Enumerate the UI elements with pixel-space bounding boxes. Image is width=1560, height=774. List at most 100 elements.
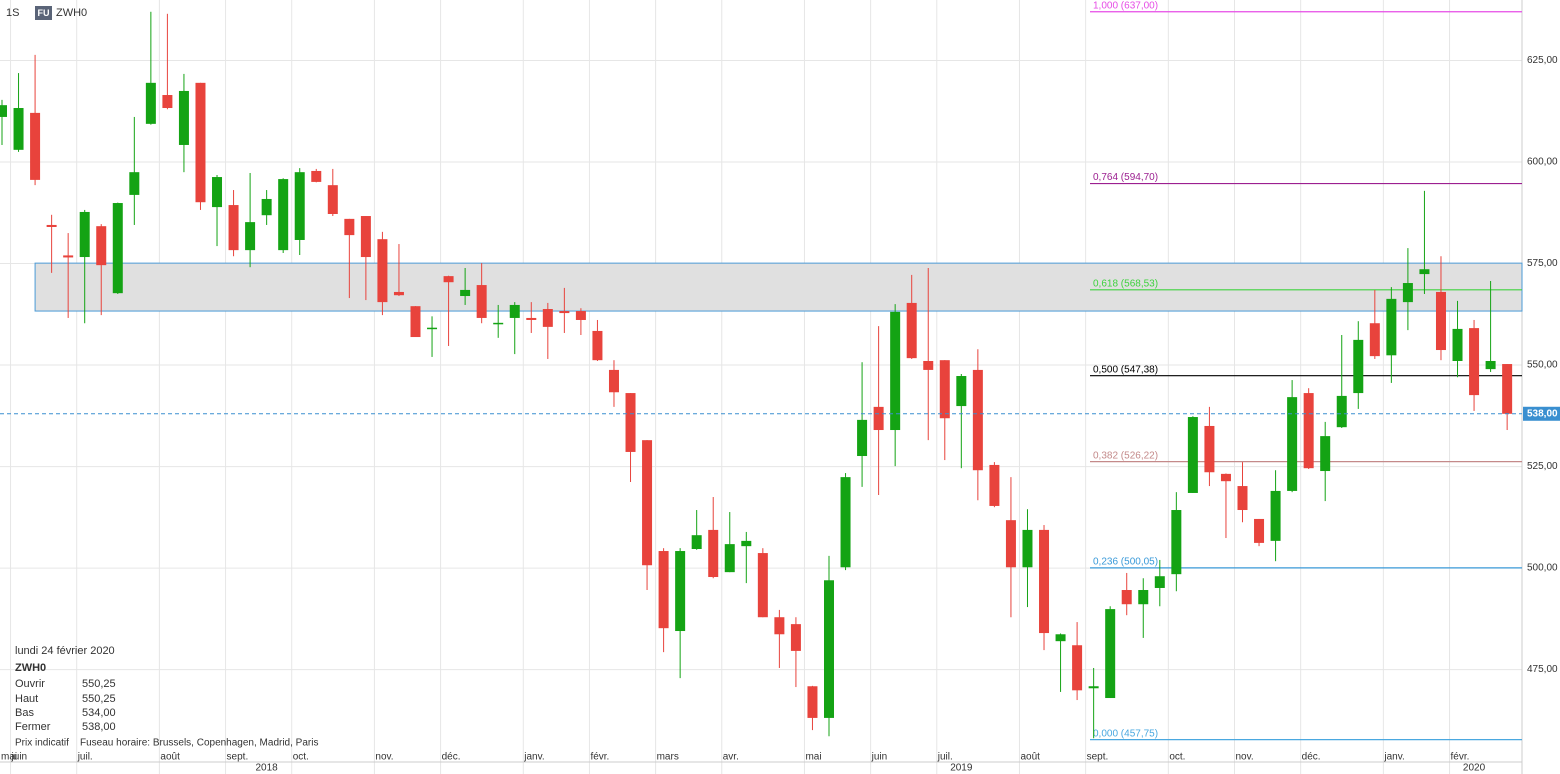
candle-body <box>1105 609 1116 699</box>
candle-body <box>112 203 123 294</box>
x-tick-label: déc. <box>442 752 461 763</box>
candle-body <box>592 330 603 361</box>
candle-body <box>493 322 504 325</box>
fib-label: 0,000 (457,75) <box>1093 728 1158 739</box>
x-tick-label: nov. <box>1236 752 1254 763</box>
candle-body <box>989 464 1000 506</box>
y-tick-label: 550,00 <box>1527 360 1558 371</box>
candle-body <box>708 529 719 578</box>
candle-body <box>1039 529 1050 634</box>
candle-body <box>427 327 438 330</box>
period: 1S <box>6 7 19 19</box>
candle-body <box>1204 425 1215 473</box>
fib-label: 1,000 (637,00) <box>1093 0 1158 11</box>
x-tick-label: avr. <box>723 752 739 763</box>
info-label: Bas <box>15 707 34 719</box>
fib-label: 0,764 (594,70) <box>1093 172 1158 183</box>
candle-body <box>1353 339 1364 394</box>
candle-body <box>311 170 322 182</box>
candle-body <box>625 393 636 452</box>
candle-body <box>1237 486 1248 511</box>
x-tick-label: mai <box>1 752 17 763</box>
candle-body <box>873 406 884 431</box>
candle-body <box>261 198 272 216</box>
candle-body <box>890 311 901 431</box>
candle-body <box>1220 473 1231 482</box>
candle-body <box>1022 529 1033 568</box>
candle-body <box>1303 393 1314 469</box>
info-value: 550,25 <box>82 678 116 690</box>
candle-body <box>824 580 834 718</box>
candle-body <box>129 172 140 195</box>
candle-body <box>1287 397 1298 491</box>
candle-body <box>1369 323 1380 357</box>
x-tick-label: déc. <box>1302 752 1321 763</box>
candle-body <box>857 419 868 457</box>
candle-body <box>443 276 454 283</box>
candle-body <box>1485 360 1496 370</box>
candle-body <box>1502 364 1513 414</box>
badge-bg <box>35 6 52 20</box>
candle-body <box>972 369 983 471</box>
candle-body <box>757 553 768 618</box>
candle-body <box>212 177 223 208</box>
candle-body <box>96 226 107 266</box>
candle-body <box>542 309 553 327</box>
candle-body <box>1254 518 1265 543</box>
candle-body <box>294 172 305 240</box>
candle-body <box>790 624 801 651</box>
candle-body <box>575 311 586 320</box>
candle-body <box>13 108 24 150</box>
candle-body <box>1386 298 1397 356</box>
candle-body <box>1320 436 1331 472</box>
candle-body <box>476 285 487 318</box>
candle-body <box>559 311 570 314</box>
candle-body <box>46 224 57 227</box>
candle-body <box>162 95 173 109</box>
candle-body <box>0 105 7 117</box>
candle-body <box>410 306 421 338</box>
info-label: Fermer <box>15 721 51 733</box>
plot-area: 1,000 (637,00) 0,764 (594,70) 0,618 (568,5… <box>0 0 1523 774</box>
y-tick-label: 525,00 <box>1527 461 1558 472</box>
info-label: Ouvrir <box>15 678 45 690</box>
candle-body <box>658 551 669 629</box>
candle-body <box>608 369 619 393</box>
candle-body <box>906 302 917 359</box>
candle-body <box>526 317 537 320</box>
badge: FU <box>38 8 50 18</box>
last-price-box <box>1523 406 1560 421</box>
info-value: 550,25 <box>82 693 116 705</box>
x-tick-label: juil. <box>77 752 93 763</box>
year-label: 2020 <box>1463 763 1486 774</box>
info-box: lundi 24 février 2020 ZWH0 Ouvrir 550,25… <box>15 645 318 749</box>
candle-body <box>1187 417 1198 493</box>
x-tick-label: janv. <box>523 752 544 763</box>
x-tick-label: mars <box>657 752 679 763</box>
x-tick-label: mai <box>805 752 821 763</box>
y-tick-label: 625,00 <box>1527 55 1558 66</box>
candle-body <box>1419 269 1430 275</box>
info-value: 534,00 <box>82 707 116 719</box>
x-tick-label: févr. <box>590 752 609 763</box>
info-label: Haut <box>15 693 38 705</box>
x-tick-label: août <box>1020 752 1040 763</box>
candle-body <box>1435 291 1446 351</box>
x-tick-label: nov. <box>375 752 393 763</box>
candle-body <box>30 112 41 180</box>
fib-label: 0,236 (500,05) <box>1093 557 1158 568</box>
candle-body <box>460 289 471 297</box>
candle-body <box>1402 283 1413 303</box>
candle-body <box>63 255 74 258</box>
candle-body <box>278 179 289 251</box>
last-price-label: 538,00 <box>1527 408 1558 419</box>
candle-body <box>360 216 371 258</box>
candle-body <box>145 82 156 124</box>
x-tick-label: juin <box>11 752 28 763</box>
candle-body <box>1171 510 1182 575</box>
candle-body <box>939 360 950 419</box>
info-value: 538,00 <box>82 721 116 733</box>
year-label: 2019 <box>950 763 973 774</box>
